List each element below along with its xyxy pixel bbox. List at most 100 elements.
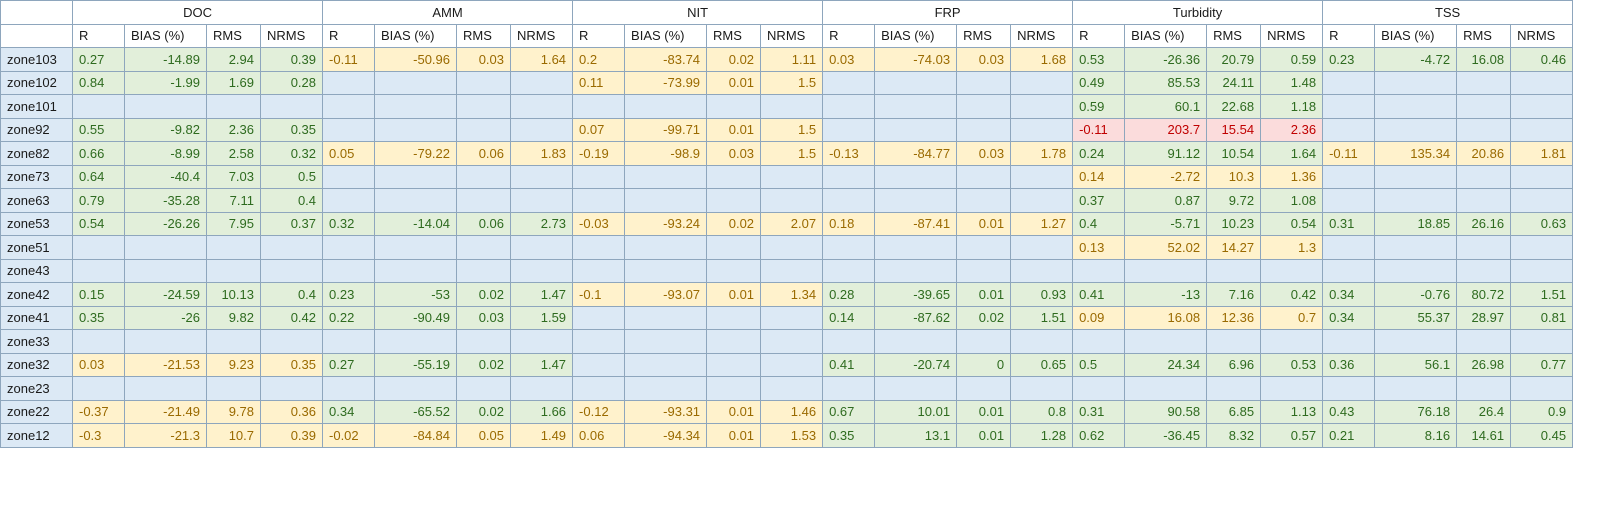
value-cell[interactable] — [1374, 329, 1458, 354]
value-cell[interactable]: 0.87 — [1124, 188, 1208, 213]
value-cell[interactable] — [1010, 188, 1074, 213]
value-cell[interactable]: 90.58 — [1124, 399, 1208, 424]
value-cell[interactable] — [1456, 94, 1512, 119]
metric-header-bias[interactable]: BIAS (%) — [1124, 23, 1208, 48]
value-cell[interactable] — [1510, 188, 1574, 213]
value-cell[interactable] — [572, 305, 626, 330]
value-cell[interactable]: -83.74 — [624, 47, 708, 72]
value-cell[interactable] — [822, 117, 876, 142]
value-cell[interactable]: -93.31 — [624, 399, 708, 424]
value-cell[interactable] — [259, 376, 324, 401]
value-cell[interactable]: -39.65 — [874, 282, 958, 307]
value-cell[interactable]: 0.4 — [259, 188, 324, 213]
metric-header-rms[interactable]: RMS — [456, 23, 512, 48]
value-cell[interactable]: -21.53 — [124, 352, 207, 377]
value-cell[interactable]: 0.13 — [1072, 235, 1126, 260]
value-cell[interactable]: 60.1 — [1124, 94, 1208, 119]
value-cell[interactable]: 2.58 — [206, 141, 261, 166]
value-cell[interactable]: 10.3 — [1206, 164, 1262, 189]
corner-cell[interactable] — [0, 23, 73, 48]
value-cell[interactable] — [1510, 329, 1574, 354]
value-cell[interactable] — [72, 235, 125, 260]
value-cell[interactable] — [1456, 70, 1512, 95]
value-cell[interactable]: -40.4 — [124, 164, 207, 189]
zone-label[interactable]: zone53 — [0, 211, 73, 236]
value-cell[interactable]: 56.1 — [1374, 352, 1458, 377]
value-cell[interactable] — [572, 188, 626, 213]
value-cell[interactable] — [1072, 258, 1126, 283]
metric-header-rms[interactable]: RMS — [1456, 23, 1512, 48]
value-cell[interactable]: 14.61 — [1456, 423, 1512, 448]
value-cell[interactable] — [1322, 188, 1376, 213]
value-cell[interactable] — [1206, 376, 1262, 401]
value-cell[interactable] — [124, 376, 207, 401]
value-cell[interactable] — [874, 188, 958, 213]
value-cell[interactable] — [572, 352, 626, 377]
value-cell[interactable] — [322, 329, 376, 354]
metric-header-r[interactable]: R — [72, 23, 125, 48]
value-cell[interactable] — [956, 188, 1012, 213]
value-cell[interactable]: 0.18 — [822, 211, 876, 236]
value-cell[interactable]: -0.12 — [572, 399, 626, 424]
value-cell[interactable]: -35.28 — [124, 188, 207, 213]
group-header-tss[interactable]: TSS — [1322, 0, 1574, 25]
value-cell[interactable] — [1010, 258, 1074, 283]
value-cell[interactable]: 1.49 — [510, 423, 574, 448]
metric-header-rms[interactable]: RMS — [1206, 23, 1262, 48]
value-cell[interactable]: 1.59 — [510, 305, 574, 330]
value-cell[interactable]: 24.34 — [1124, 352, 1208, 377]
value-cell[interactable]: 0.59 — [1260, 47, 1324, 72]
value-cell[interactable]: 26.4 — [1456, 399, 1512, 424]
value-cell[interactable]: 1.47 — [510, 282, 574, 307]
value-cell[interactable]: 0.28 — [822, 282, 876, 307]
zone-label[interactable]: zone73 — [0, 164, 73, 189]
value-cell[interactable] — [374, 70, 458, 95]
value-cell[interactable]: 91.12 — [1124, 141, 1208, 166]
value-cell[interactable] — [1456, 258, 1512, 283]
value-cell[interactable]: -99.71 — [624, 117, 708, 142]
value-cell[interactable]: -94.34 — [624, 423, 708, 448]
metric-header-r[interactable]: R — [1322, 23, 1376, 48]
value-cell[interactable] — [822, 329, 876, 354]
value-cell[interactable] — [1010, 235, 1074, 260]
value-cell[interactable]: -93.24 — [624, 211, 708, 236]
corner-cell[interactable] — [0, 0, 73, 25]
value-cell[interactable] — [760, 235, 824, 260]
value-cell[interactable] — [760, 329, 824, 354]
value-cell[interactable] — [572, 94, 626, 119]
value-cell[interactable] — [322, 188, 376, 213]
value-cell[interactable]: 0.02 — [956, 305, 1012, 330]
metric-header-rms[interactable]: RMS — [206, 23, 261, 48]
value-cell[interactable] — [822, 235, 876, 260]
value-cell[interactable]: 10.13 — [206, 282, 261, 307]
value-cell[interactable] — [1124, 376, 1208, 401]
group-header-amm[interactable]: AMM — [322, 0, 574, 25]
value-cell[interactable] — [874, 376, 958, 401]
value-cell[interactable]: 0.4 — [1072, 211, 1126, 236]
value-cell[interactable]: 10.23 — [1206, 211, 1262, 236]
value-cell[interactable]: 1.69 — [206, 70, 261, 95]
value-cell[interactable] — [624, 164, 708, 189]
value-cell[interactable] — [510, 235, 574, 260]
value-cell[interactable]: -5.71 — [1124, 211, 1208, 236]
value-cell[interactable] — [760, 164, 824, 189]
value-cell[interactable] — [206, 235, 261, 260]
metric-header-nrms[interactable]: NRMS — [1260, 23, 1324, 48]
value-cell[interactable] — [72, 329, 125, 354]
value-cell[interactable]: -13 — [1124, 282, 1208, 307]
value-cell[interactable]: 0.01 — [706, 117, 762, 142]
value-cell[interactable]: 0.34 — [1322, 282, 1376, 307]
value-cell[interactable]: 80.72 — [1456, 282, 1512, 307]
value-cell[interactable] — [956, 164, 1012, 189]
value-cell[interactable] — [706, 352, 762, 377]
value-cell[interactable]: 24.11 — [1206, 70, 1262, 95]
value-cell[interactable] — [1010, 94, 1074, 119]
value-cell[interactable]: 0.02 — [456, 282, 512, 307]
value-cell[interactable] — [510, 329, 574, 354]
value-cell[interactable]: 7.16 — [1206, 282, 1262, 307]
value-cell[interactable]: -90.49 — [374, 305, 458, 330]
value-cell[interactable]: 20.79 — [1206, 47, 1262, 72]
value-cell[interactable] — [760, 258, 824, 283]
value-cell[interactable]: 1.53 — [760, 423, 824, 448]
value-cell[interactable]: -73.99 — [624, 70, 708, 95]
